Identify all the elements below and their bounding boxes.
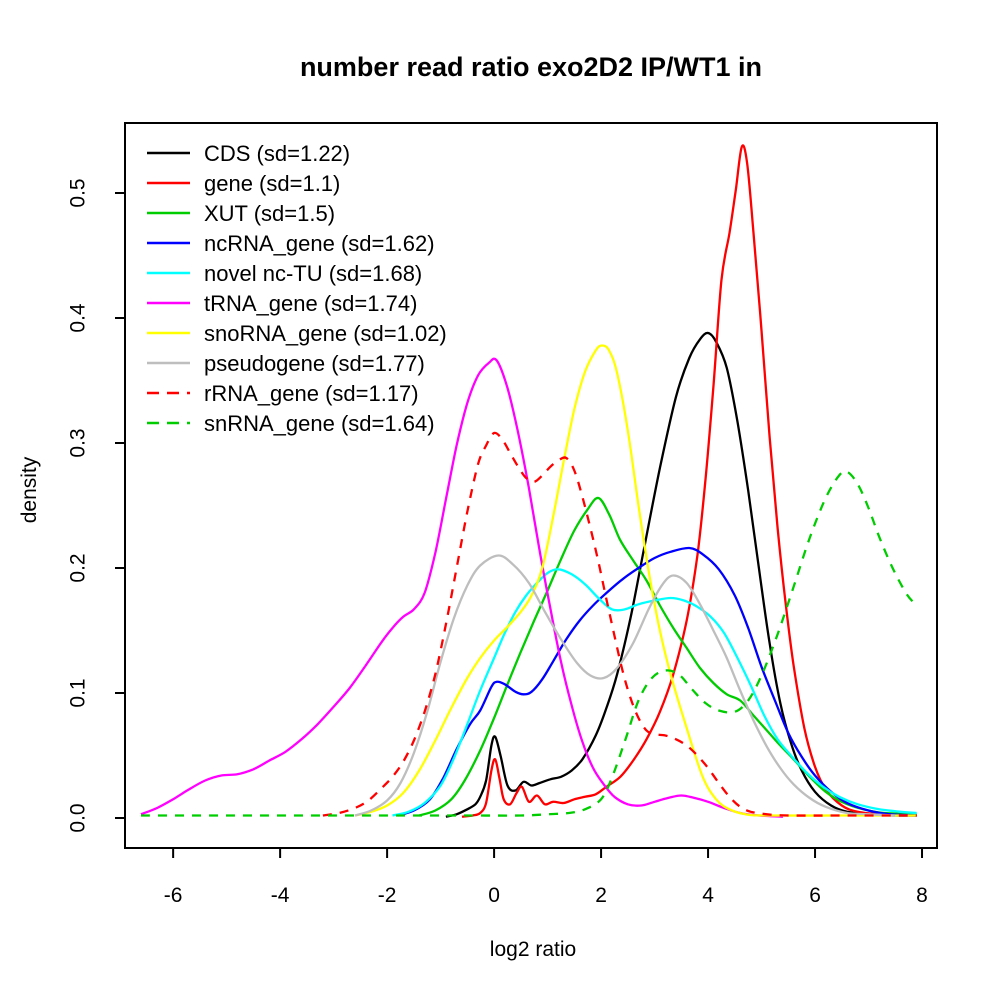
density-curve-pseudogene xyxy=(354,554,896,817)
legend-item-novel-nc-TU: novel nc-TU (sd=1.68) xyxy=(147,261,422,286)
x-tick-label: 8 xyxy=(916,884,928,907)
x-tick-label: -6 xyxy=(164,884,183,907)
legend-item-gene: gene (sd=1.1) xyxy=(147,171,340,196)
legend-item-snRNA-gene: snRNA_gene (sd=1.64) xyxy=(147,411,435,436)
y-tick-label: 0.2 xyxy=(67,553,90,582)
y-tick-label: 0.0 xyxy=(67,803,90,832)
x-tick-label: 2 xyxy=(595,884,607,907)
y-tick-label: 0.1 xyxy=(67,678,90,707)
plot-title: number read ratio exo2D2 IP/WT1 in xyxy=(300,52,762,82)
legend-item-rRNA-gene: rRNA_gene (sd=1.17) xyxy=(147,381,419,406)
x-tick-label: 4 xyxy=(702,884,714,907)
plot-box xyxy=(124,122,938,849)
legend-item-ncRNA-gene: ncRNA_gene (sd=1.62) xyxy=(147,231,435,256)
y-tick-label: 0.4 xyxy=(67,303,90,333)
y-axis-ticks: 0.0 0.1 0.2 0.3 0.4 0.5 xyxy=(67,178,125,833)
y-tick-label: 0.3 xyxy=(67,428,90,457)
legend-label: rRNA_gene (sd=1.17) xyxy=(204,381,419,406)
legend: CDS (sd=1.22) gene (sd=1.1) XUT (sd=1.5) nc… xyxy=(147,141,447,436)
density-curve-snoRNA-gene xyxy=(354,344,917,817)
legend-label: CDS (sd=1.22) xyxy=(204,141,350,166)
legend-item-snoRNA-gene: snoRNA_gene (sd=1.02) xyxy=(147,321,447,346)
density-curve-novel-nc-TU xyxy=(392,568,917,817)
series-lines xyxy=(140,144,917,818)
y-tick-label: 0.5 xyxy=(67,178,90,207)
legend-item-tRNA-gene: tRNA_gene (sd=1.74) xyxy=(147,291,417,316)
density-curve-gene xyxy=(461,144,917,818)
x-axis-ticks: -6 -4 -2 0 2 4 6 8 xyxy=(164,848,928,907)
legend-label: XUT (sd=1.5) xyxy=(204,201,335,226)
density-curve-tRNA-gene xyxy=(140,357,783,818)
legend-label: tRNA_gene (sd=1.74) xyxy=(204,291,417,316)
legend-item-pseudogene: pseudogene (sd=1.77) xyxy=(147,351,425,376)
legend-label: novel nc-TU (sd=1.68) xyxy=(204,261,422,286)
x-tick-label: -4 xyxy=(271,884,290,907)
legend-label: pseudogene (sd=1.77) xyxy=(204,351,425,376)
density-curve-CDS xyxy=(445,331,917,818)
x-tick-label: 6 xyxy=(809,884,821,907)
density-curve-ncRNA-gene xyxy=(397,546,917,817)
x-axis-label: log2 ratio xyxy=(490,938,576,961)
legend-item-CDS: CDS (sd=1.22) xyxy=(147,141,350,166)
density-curve-rRNA-gene xyxy=(322,431,917,817)
legend-item-XUT: XUT (sd=1.5) xyxy=(147,201,335,226)
legend-label: snoRNA_gene (sd=1.02) xyxy=(204,321,447,346)
density-curve-snRNA-gene xyxy=(141,469,915,817)
x-tick-label: -2 xyxy=(378,884,397,907)
legend-label: snRNA_gene (sd=1.64) xyxy=(204,411,435,436)
legend-label: gene (sd=1.1) xyxy=(204,171,340,196)
x-tick-label: 0 xyxy=(488,884,500,907)
y-axis-label: density xyxy=(18,456,41,523)
legend-label: ncRNA_gene (sd=1.62) xyxy=(204,231,435,256)
